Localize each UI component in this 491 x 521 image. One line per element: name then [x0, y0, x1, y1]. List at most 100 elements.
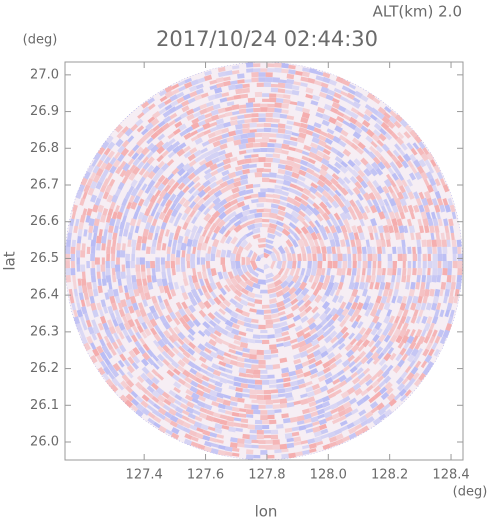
- echo-cell: [157, 235, 163, 244]
- echo-cell: [355, 174, 364, 183]
- echo-cell: [311, 383, 321, 391]
- echo-cell: [215, 249, 222, 258]
- echo-cell: [403, 341, 410, 350]
- echo-cell: [161, 177, 170, 186]
- echo-cell: [345, 212, 352, 221]
- echo-cell: [238, 104, 247, 109]
- echo-cell: [198, 235, 205, 244]
- echo-cell: [447, 316, 454, 325]
- echo-cell: [319, 274, 325, 283]
- echo-cell: [122, 162, 131, 172]
- echo-cell: [225, 195, 234, 203]
- echo-cell: [358, 409, 367, 417]
- echo-cell: [105, 268, 111, 276]
- echo-cell: [277, 88, 286, 94]
- echo-cell: [362, 288, 368, 297]
- echo-cell: [226, 331, 235, 339]
- echo-cell: [187, 418, 196, 425]
- echo-cell: [145, 377, 154, 386]
- echo-cell: [394, 282, 400, 290]
- echo-cell: [204, 70, 212, 76]
- echo-cell: [73, 288, 79, 297]
- echo-cell: [301, 155, 310, 162]
- echo-cell: [154, 189, 162, 198]
- echo-cell: [451, 239, 457, 247]
- echo-cell: [344, 108, 353, 116]
- echo-cell: [233, 139, 242, 146]
- echo-cell: [183, 278, 189, 287]
- echo-cell: [293, 281, 302, 290]
- echo-cell: [448, 218, 454, 227]
- echo-cell: [228, 343, 237, 350]
- echo-cell: [362, 301, 370, 311]
- echo-cell: [352, 261, 357, 269]
- echo-cell: [388, 225, 394, 234]
- echo-cell: [96, 159, 104, 168]
- echo-cell: [213, 296, 222, 306]
- echo-cell: [362, 114, 371, 122]
- echo-cell: [382, 185, 390, 194]
- echo-cell: [214, 428, 223, 434]
- echo-cell: [147, 201, 154, 210]
- echo-cell: [103, 178, 110, 187]
- echo-cell: [194, 137, 203, 145]
- echo-cell: [326, 246, 332, 254]
- echo-cell: [150, 208, 157, 217]
- echo-cell: [247, 249, 254, 258]
- echo-cell: [175, 225, 182, 234]
- echo-cell: [381, 346, 390, 355]
- echo-cell: [81, 306, 88, 315]
- echo-cell: [386, 218, 392, 227]
- echo-cell: [337, 177, 346, 186]
- echo-cell: [436, 171, 444, 180]
- echo-cell: [258, 405, 266, 409]
- echo-cell: [214, 129, 223, 136]
- echo-cell: [418, 159, 427, 168]
- echo-cell: [301, 150, 310, 156]
- echo-cell: [321, 246, 327, 254]
- echo-cell: [296, 335, 305, 343]
- echo-cell: [176, 423, 185, 431]
- echo-cell: [309, 368, 319, 375]
- echo-cell: [420, 281, 426, 290]
- echo-cell: [388, 315, 395, 324]
- echo-cell: [352, 131, 362, 140]
- echo-cell: [395, 178, 404, 187]
- echo-cell: [294, 325, 303, 332]
- echo-cell: [258, 113, 266, 117]
- echo-cell: [354, 120, 364, 129]
- echo-cell: [284, 89, 293, 95]
- echo-cell: [431, 198, 438, 206]
- echo-cell: [124, 191, 131, 200]
- echo-cell: [276, 179, 284, 185]
- echo-cell: [162, 192, 171, 201]
- echo-cell: [324, 225, 331, 234]
- echo-cell: [267, 103, 275, 108]
- echo-cell: [223, 394, 231, 400]
- echo-cell: [335, 438, 344, 446]
- echo-cell: [310, 100, 319, 106]
- echo-cell: [311, 207, 320, 216]
- echo-cell: [270, 83, 279, 88]
- echo-cell: [253, 107, 261, 113]
- echo-cell: [79, 329, 85, 338]
- echo-cell: [252, 183, 261, 188]
- echo-cell: [168, 326, 175, 335]
- echo-cell: [293, 353, 302, 360]
- echo-cell: [83, 184, 91, 193]
- echo-cell: [454, 288, 460, 297]
- echo-cell: [103, 366, 111, 375]
- echo-cell: [210, 151, 220, 159]
- echo-cell: [302, 187, 311, 196]
- echo-cell: [228, 348, 237, 354]
- echo-cell: [263, 309, 272, 314]
- echo-cell: [320, 318, 328, 327]
- echo-cell: [101, 243, 106, 251]
- echo-cell: [242, 128, 250, 134]
- echo-cell: [369, 145, 377, 154]
- echo-cell: [182, 336, 191, 345]
- echo-cell: [383, 403, 391, 411]
- echo-cell: [377, 225, 385, 234]
- echo-cell: [417, 246, 422, 254]
- echo-cell: [286, 261, 293, 270]
